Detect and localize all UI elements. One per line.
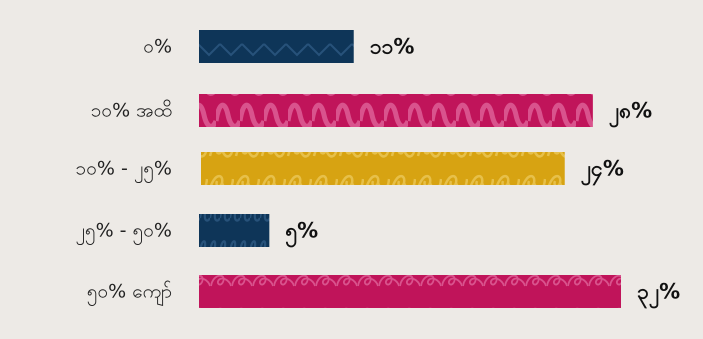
value-label: ၅% (285, 219, 318, 249)
bar (201, 152, 565, 185)
value-label: ၁၁% (370, 35, 415, 59)
value-label: ၃၂% (637, 280, 680, 310)
bar (199, 214, 270, 247)
category-label: ၁၀% - ၂၅% (76, 158, 172, 184)
category-label: ၂၅% - ၅၀% (76, 220, 172, 246)
value-label: ၂၈% (609, 99, 652, 129)
category-label: ၀% (143, 36, 172, 58)
category-label: ၁၀% အထိ (91, 99, 172, 122)
bar (199, 275, 621, 308)
bar (199, 94, 593, 127)
bar (199, 30, 354, 63)
category-label: ၅၀% ကျော် (87, 280, 172, 307)
value-label: ၂၄% (581, 157, 624, 187)
